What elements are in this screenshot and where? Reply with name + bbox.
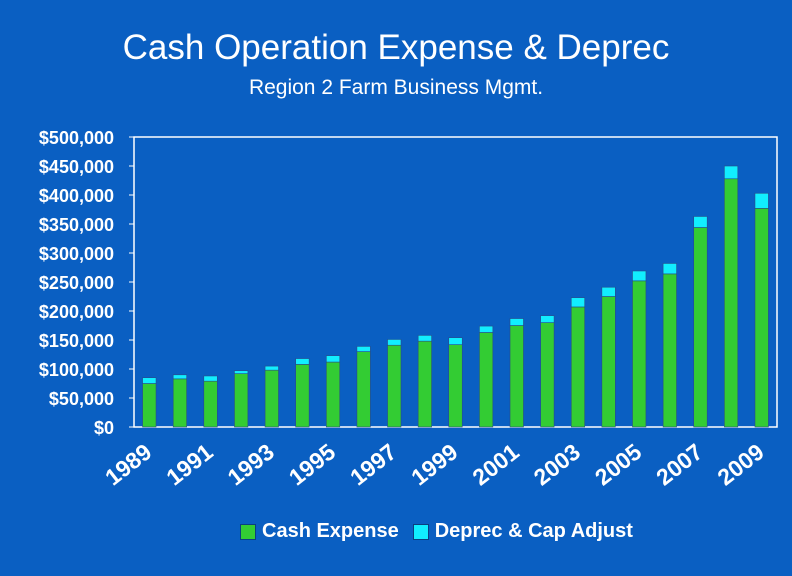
bar-cash-expense-2009: [754, 208, 769, 428]
y-tick-label: $450,000: [39, 157, 114, 177]
bar-deprec-2007: [693, 216, 708, 228]
bar-deprec-1997: [387, 339, 402, 346]
legend-swatch-deprec: [412, 523, 429, 540]
bar-deprec-2001: [509, 318, 524, 326]
y-tick-label: $250,000: [39, 273, 114, 293]
bar-cash-expense-2004: [601, 296, 616, 428]
y-tick-label: $300,000: [39, 244, 114, 264]
bar-cash-expense-1994: [295, 364, 310, 428]
bar-cash-expense-2008: [724, 178, 739, 428]
chart-subtitle: Region 2 Farm Business Mgmt.: [248, 76, 544, 99]
x-tick-label-1999: 1999: [406, 438, 462, 490]
y-tick-label: $200,000: [39, 302, 114, 322]
x-tick-label-1989: 1989: [100, 438, 156, 490]
y-tick-label: $100,000: [39, 360, 114, 380]
bar-deprec-1991: [203, 375, 218, 382]
bar-deprec-2000: [479, 325, 494, 333]
x-tick-label-2009: 2009: [712, 438, 768, 490]
bar-deprec-2008: [724, 165, 739, 180]
bar-deprec-2004: [601, 286, 616, 297]
bar-cash-expense-1989: [142, 383, 157, 428]
bar-cash-expense-1996: [356, 351, 371, 428]
bar-cash-expense-1992: [234, 373, 249, 428]
chart-title: Cash Operation Expense & Deprec: [122, 28, 670, 67]
bar-cash-expense-1995: [325, 361, 341, 428]
bar-cash-expense-1991: [203, 380, 218, 428]
x-tick-label-2001: 2001: [467, 438, 523, 490]
x-tick-label-1995: 1995: [284, 438, 340, 490]
x-tick-label-1997: 1997: [345, 438, 401, 490]
legend-swatch-cash-expense: [240, 523, 256, 540]
bar-deprec-1999: [448, 337, 463, 345]
legend-item-cash-expense: Cash Expense: [240, 520, 399, 543]
bar-deprec-2006: [662, 263, 677, 275]
y-tick-label: $350,000: [39, 215, 114, 235]
bar-deprec-2009: [754, 192, 769, 209]
bar-cash-expense-2006: [662, 273, 677, 428]
bar-deprec-1995: [325, 355, 341, 363]
bar-cash-expense-2005: [632, 280, 647, 428]
legend-item-deprec: Deprec & Cap Adjust: [412, 520, 633, 543]
x-tick-label-1991: 1991: [161, 438, 217, 490]
y-tick-label: $400,000: [39, 186, 114, 206]
bar-deprec-1998: [417, 335, 432, 342]
y-tick-label: $50,000: [49, 389, 114, 409]
y-tick-label: $0: [94, 418, 114, 438]
bar-cash-expense-1999: [448, 344, 463, 428]
bar-cash-expense-1998: [417, 340, 432, 428]
y-tick-label: $150,000: [39, 331, 114, 351]
bar-deprec-2003: [570, 297, 586, 308]
x-tick-label-1993: 1993: [223, 438, 279, 490]
bar-deprec-1996: [356, 346, 371, 352]
legend: Cash Expense Deprec & Cap Adjust: [240, 520, 647, 543]
bar-deprec-2002: [540, 315, 555, 323]
bar-deprec-1994: [295, 358, 310, 365]
bar-cash-expense-2007: [693, 227, 708, 428]
legend-label-deprec: Deprec & Cap Adjust: [434, 520, 633, 542]
bar-cash-expense-2000: [479, 332, 494, 428]
bar-cash-expense-1997: [387, 344, 402, 428]
x-tick-label-2007: 2007: [651, 438, 707, 490]
bar-deprec-1990: [172, 374, 187, 380]
bar-deprec-1989: [142, 377, 157, 384]
y-tick-label: $500,000: [39, 128, 114, 148]
bar-cash-expense-2001: [509, 325, 524, 428]
bar-cash-expense-1993: [264, 369, 279, 428]
bar-deprec-2005: [632, 270, 647, 282]
legend-label-cash-expense: Cash Expense: [262, 520, 399, 542]
x-tick-label-2003: 2003: [529, 438, 585, 490]
bar-cash-expense-2003: [570, 306, 586, 428]
x-tick-label-2005: 2005: [590, 438, 646, 490]
bar-deprec-1992: [234, 370, 249, 374]
bar-cash-expense-1990: [172, 378, 187, 428]
bar-cash-expense-2002: [540, 322, 555, 428]
bar-deprec-1993: [264, 365, 279, 371]
